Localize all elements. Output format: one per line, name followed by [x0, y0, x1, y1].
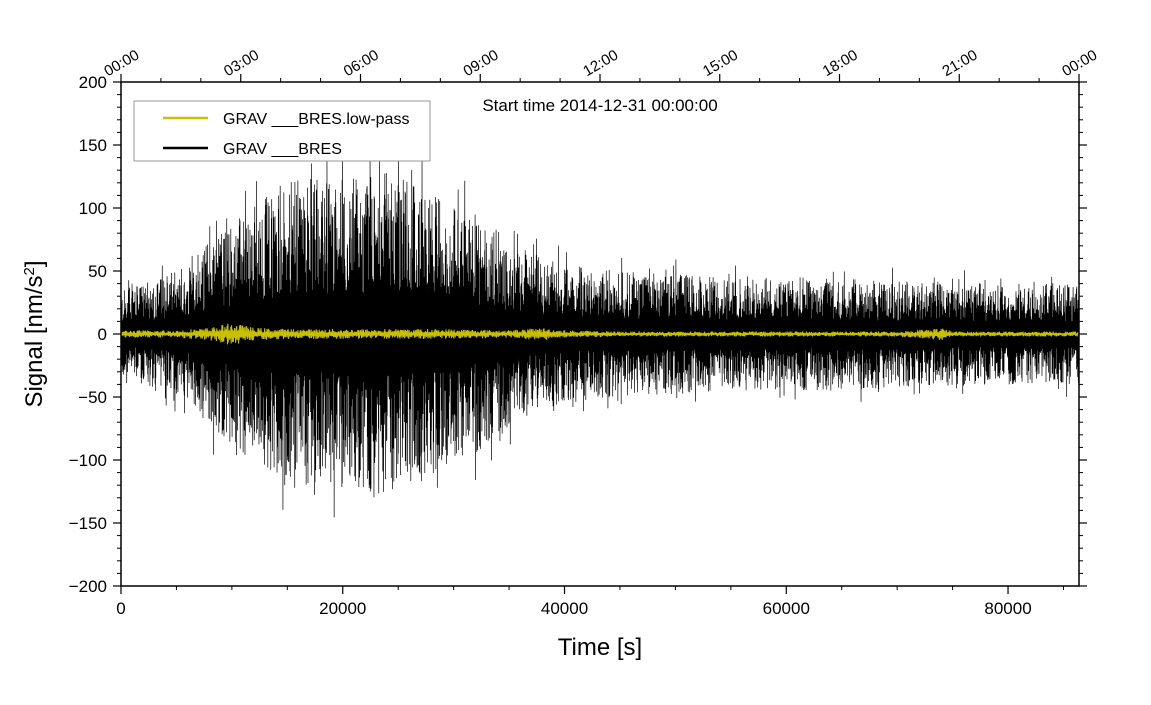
legend: GRAV ___BRES.low-pass GRAV ___BRES [133, 100, 431, 162]
series-layer [121, 141, 1079, 518]
top-tick-label: 12:00 [580, 47, 621, 80]
y-axis-title-superscript: 2 [21, 267, 38, 275]
ticks-layer [113, 74, 1087, 594]
x-tick-label: 80000 [984, 599, 1031, 618]
y-tick-label: −100 [69, 451, 107, 470]
start-time-annotation: Start time 2014-12-31 00:00:00 [482, 96, 717, 115]
x-tick-label: 40000 [541, 599, 588, 618]
x-tick-label: 0 [116, 599, 125, 618]
x-tick-label: 20000 [319, 599, 366, 618]
top-tick-label: 21:00 [939, 47, 980, 80]
y-tick-label: 50 [88, 262, 107, 281]
y-tick-label: −150 [69, 514, 107, 533]
top-tick-label: 06:00 [341, 47, 382, 80]
y-tick-label: −200 [69, 577, 107, 596]
series-line-raw [121, 141, 1079, 518]
y-tick-label: −50 [78, 388, 107, 407]
legend-label-raw: GRAV ___BRES [223, 141, 342, 158]
y-axis-title-end: ] [21, 260, 48, 267]
y-tick-label: 100 [79, 199, 107, 218]
y-tick-label: 0 [98, 325, 107, 344]
top-tick-label: 15:00 [700, 47, 741, 80]
top-tick-label: 18:00 [820, 47, 861, 80]
top-tick-label: 03:00 [221, 47, 262, 80]
y-tick-label: 150 [79, 136, 107, 155]
series-line-lowpass [121, 323, 1079, 345]
x-tick-label: 60000 [763, 599, 810, 618]
top-tick-label: 09:00 [460, 47, 501, 80]
y-tick-label: 200 [79, 73, 107, 92]
x-axis-title: Time [s] [558, 634, 642, 661]
labels-layer: −200 −150 −100 −50 0 50 100 150 200 0 20000 40000 60… [69, 47, 1101, 618]
y-axis-title: Signal [nm/s2] [21, 260, 49, 407]
legend-box [133, 100, 431, 162]
y-axis-title-main: Signal [nm/s [21, 275, 48, 407]
top-tick-label: 00:00 [101, 47, 142, 80]
legend-label-lowpass: GRAV ___BRES.low-pass [223, 111, 409, 128]
top-tick-label: 00:00 [1059, 47, 1100, 80]
